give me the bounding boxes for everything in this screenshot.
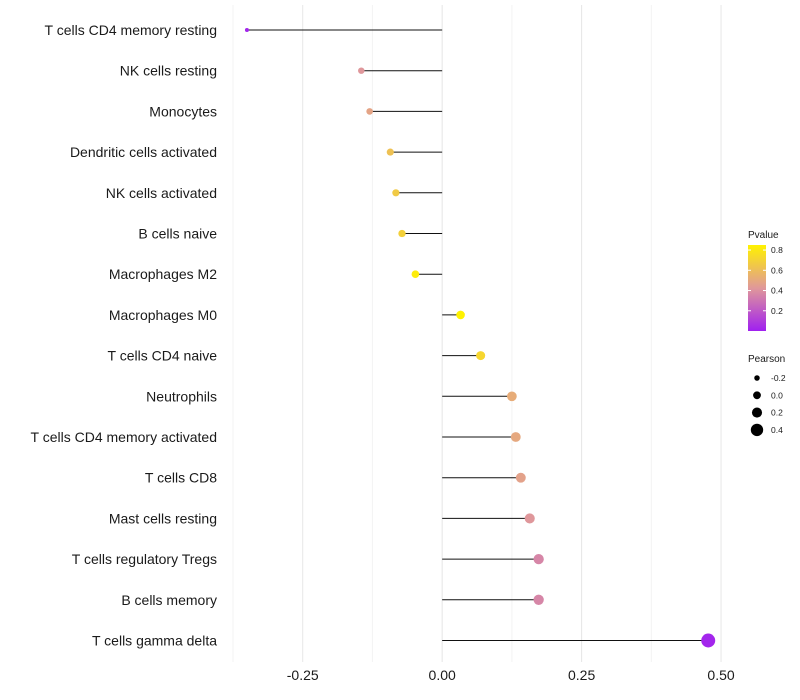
pvalue-legend-label: 0.8	[771, 245, 783, 255]
grid-layer	[232, 5, 722, 662]
pearson-legend-dot	[750, 423, 764, 437]
pvalue-colorbar	[748, 245, 766, 331]
pvalue-legend-label: 0.4	[771, 286, 783, 296]
category-label: NK cells resting	[120, 63, 217, 79]
pvalue-legend-title: Pvalue	[748, 230, 779, 241]
lollipop-dot	[507, 391, 517, 402]
dot-layer	[244, 28, 716, 648]
x-tick-label: 0.25	[568, 667, 595, 683]
x-tick-labels: -0.25 0.00 0.25 0.50	[287, 667, 735, 683]
category-label: B cells memory	[121, 592, 217, 608]
category-label: T cells gamma delta	[92, 633, 217, 649]
pearson-legend-label: 0.2	[771, 408, 783, 418]
pvalue-legend-label: 0.6	[771, 265, 783, 275]
lollipop-dot	[701, 633, 716, 648]
pearson-legend: Pearson -0.2 0.0 0.2 0.4	[748, 354, 786, 437]
category-label: T cells regulatory Tregs	[72, 551, 217, 567]
category-label: Macrophages M2	[109, 266, 217, 282]
pearson-legend-label: -0.2	[771, 373, 786, 383]
lollipop-dot	[533, 553, 544, 565]
lollipop-dot	[366, 108, 373, 115]
pearson-legend-dot	[751, 407, 763, 418]
pearson-legend-label: 0.4	[771, 425, 783, 435]
lollipop-dot	[398, 229, 406, 238]
lollipop-dot	[476, 351, 486, 361]
pearson-legend-dot	[753, 391, 761, 400]
category-label: B cells naive	[138, 226, 217, 242]
category-label: T cells CD8	[145, 470, 217, 486]
x-tick-label: 0.00	[429, 667, 456, 683]
category-label: Neutrophils	[146, 388, 217, 404]
x-tick-label: -0.25	[287, 667, 319, 683]
pearson-legend-label: 0.0	[771, 390, 783, 400]
pearson-legend-dot	[754, 375, 760, 381]
lollipop-dot	[392, 189, 400, 197]
lollipop-dot	[358, 67, 365, 74]
pearson-legend-title: Pearson	[748, 354, 785, 365]
category-label: T cells CD4 memory resting	[45, 22, 217, 38]
category-label: T cells CD4 naive	[108, 348, 218, 364]
category-label: Mast cells resting	[109, 510, 217, 526]
stem-layer	[246, 29, 709, 641]
category-label: Dendritic cells activated	[70, 144, 217, 160]
lollipop-dot	[244, 28, 249, 32]
category-labels: T cells CD4 memory resting NK cells resti…	[31, 22, 218, 649]
lollipop-dot	[515, 472, 526, 483]
category-label: Monocytes	[149, 103, 217, 119]
lollipop-dot	[456, 310, 465, 320]
lollipop-dot	[533, 594, 544, 605]
category-label: T cells CD4 memory activated	[31, 429, 217, 445]
lollipop-dot	[386, 148, 394, 156]
pvalue-legend-label: 0.2	[771, 306, 783, 316]
x-tick-label: 0.50	[707, 667, 734, 683]
lollipop-dot	[510, 432, 521, 442]
pvalue-legend: Pvalue 0.2 0.4 0.6 0.8	[748, 230, 783, 331]
category-label: NK cells activated	[106, 185, 217, 201]
lollipop-dot	[524, 513, 535, 524]
lollipop-dot	[411, 270, 420, 279]
category-label: Macrophages M0	[109, 307, 217, 323]
